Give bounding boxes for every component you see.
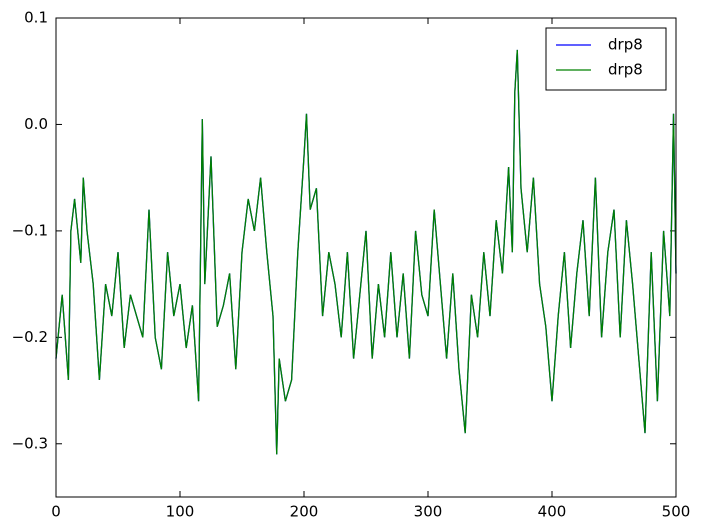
x-tick-label: 0 (51, 503, 61, 521)
x-tick-label: 200 (290, 503, 319, 521)
x-tick-label: 300 (414, 503, 443, 521)
y-tick-label: −0.1 (12, 221, 48, 239)
legend-label: drp8 (608, 61, 643, 79)
x-tick-label: 400 (538, 503, 567, 521)
x-tick-label: 500 (662, 503, 691, 521)
line (55, 49, 677, 455)
y-tick-label: 0.0 (24, 115, 48, 133)
legend-label: drp8 (608, 36, 643, 54)
y-tick-label: −0.3 (12, 434, 48, 452)
plot-frame (55, 17, 677, 498)
y-tick-label: 0.1 (24, 9, 48, 27)
x-tick-label: 100 (166, 503, 195, 521)
y-tick-label: −0.2 (12, 328, 48, 346)
legend-box (545, 27, 667, 91)
